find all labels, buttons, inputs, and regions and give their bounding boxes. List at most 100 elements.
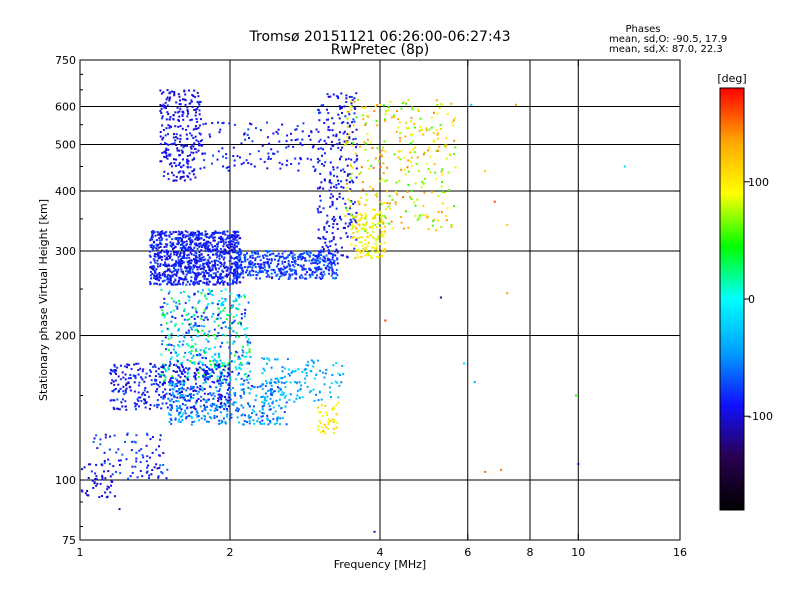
data-point xyxy=(454,117,456,120)
data-point xyxy=(247,162,250,165)
data-point xyxy=(199,133,202,136)
data-point xyxy=(145,444,148,447)
data-point xyxy=(427,149,430,152)
data-point xyxy=(360,106,363,109)
data-point xyxy=(319,272,322,275)
data-point xyxy=(336,227,339,230)
data-point xyxy=(316,274,318,277)
data-point xyxy=(347,198,350,201)
data-point xyxy=(156,467,159,470)
data-point xyxy=(259,259,262,262)
data-point xyxy=(210,404,213,407)
data-point xyxy=(255,127,257,130)
data-point xyxy=(226,266,229,269)
data-point xyxy=(215,247,218,250)
data-point xyxy=(323,256,326,259)
data-point xyxy=(376,256,379,258)
data-point xyxy=(333,407,336,410)
data-point xyxy=(212,154,214,157)
data-point xyxy=(293,253,296,256)
data-point xyxy=(388,222,391,225)
data-point xyxy=(182,270,184,273)
data-point xyxy=(95,475,98,478)
data-point xyxy=(280,381,283,384)
data-point xyxy=(441,168,444,171)
y-axis-label: Stationary phase Virtual Height [km] xyxy=(37,199,50,401)
data-point xyxy=(185,415,188,418)
data-point xyxy=(201,356,204,359)
data-point xyxy=(217,382,220,385)
data-point xyxy=(342,254,344,257)
data-point xyxy=(142,456,145,459)
data-point xyxy=(232,321,235,324)
data-point xyxy=(214,353,217,356)
data-point xyxy=(261,372,264,375)
data-point xyxy=(208,268,211,271)
data-point xyxy=(168,281,171,284)
data-point xyxy=(190,243,193,246)
data-point xyxy=(178,103,181,106)
data-point xyxy=(328,269,331,272)
data-point xyxy=(325,231,328,233)
data-point xyxy=(155,448,158,451)
data-point xyxy=(162,103,165,106)
data-point xyxy=(281,255,284,258)
data-point xyxy=(249,370,252,373)
data-point xyxy=(324,372,327,375)
data-point xyxy=(294,269,297,272)
data-point xyxy=(143,389,146,392)
data-point xyxy=(336,274,339,277)
data-point xyxy=(186,106,189,109)
data-point xyxy=(330,147,332,150)
data-point xyxy=(174,283,177,286)
data-point xyxy=(218,282,221,285)
data-point xyxy=(426,216,429,219)
data-point xyxy=(326,257,329,260)
data-point xyxy=(275,422,278,425)
data-point xyxy=(207,272,210,275)
data-point xyxy=(228,418,231,421)
data-point xyxy=(216,375,219,378)
data-point xyxy=(327,423,330,426)
data-point xyxy=(177,407,180,410)
data-point xyxy=(290,371,293,374)
data-point xyxy=(288,273,291,276)
data-point xyxy=(113,389,116,391)
data-point xyxy=(103,470,105,473)
data-point xyxy=(222,378,225,381)
data-point xyxy=(177,237,179,240)
data-point xyxy=(225,378,228,381)
data-point xyxy=(163,379,166,382)
data-point xyxy=(416,218,419,221)
data-point xyxy=(159,89,162,92)
data-point xyxy=(274,423,276,426)
data-point xyxy=(215,259,218,262)
data-point xyxy=(170,344,173,347)
data-point xyxy=(201,386,204,389)
data-point xyxy=(281,370,284,373)
data-point xyxy=(410,156,413,159)
data-point xyxy=(158,375,161,378)
data-point xyxy=(219,379,222,382)
data-point xyxy=(372,217,374,220)
data-point xyxy=(229,313,232,316)
data-point xyxy=(249,341,252,344)
data-point xyxy=(254,399,257,402)
data-point xyxy=(377,213,380,216)
data-point xyxy=(326,413,328,416)
data-point xyxy=(432,132,435,134)
data-point xyxy=(162,395,165,398)
data-point xyxy=(121,453,124,456)
data-point xyxy=(208,248,211,251)
data-point xyxy=(224,325,227,328)
data-point xyxy=(259,422,262,425)
data-point xyxy=(231,306,234,308)
data-point xyxy=(168,264,170,267)
data-point xyxy=(219,262,222,264)
data-point xyxy=(185,389,188,392)
data-point xyxy=(172,231,175,234)
data-point xyxy=(211,302,214,305)
data-point xyxy=(211,289,213,292)
data-point xyxy=(194,274,197,277)
data-point xyxy=(325,142,328,145)
